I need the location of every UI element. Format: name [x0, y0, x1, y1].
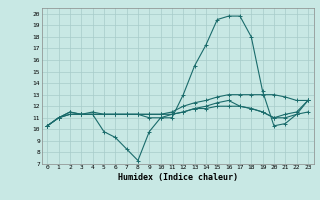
X-axis label: Humidex (Indice chaleur): Humidex (Indice chaleur) — [118, 173, 237, 182]
